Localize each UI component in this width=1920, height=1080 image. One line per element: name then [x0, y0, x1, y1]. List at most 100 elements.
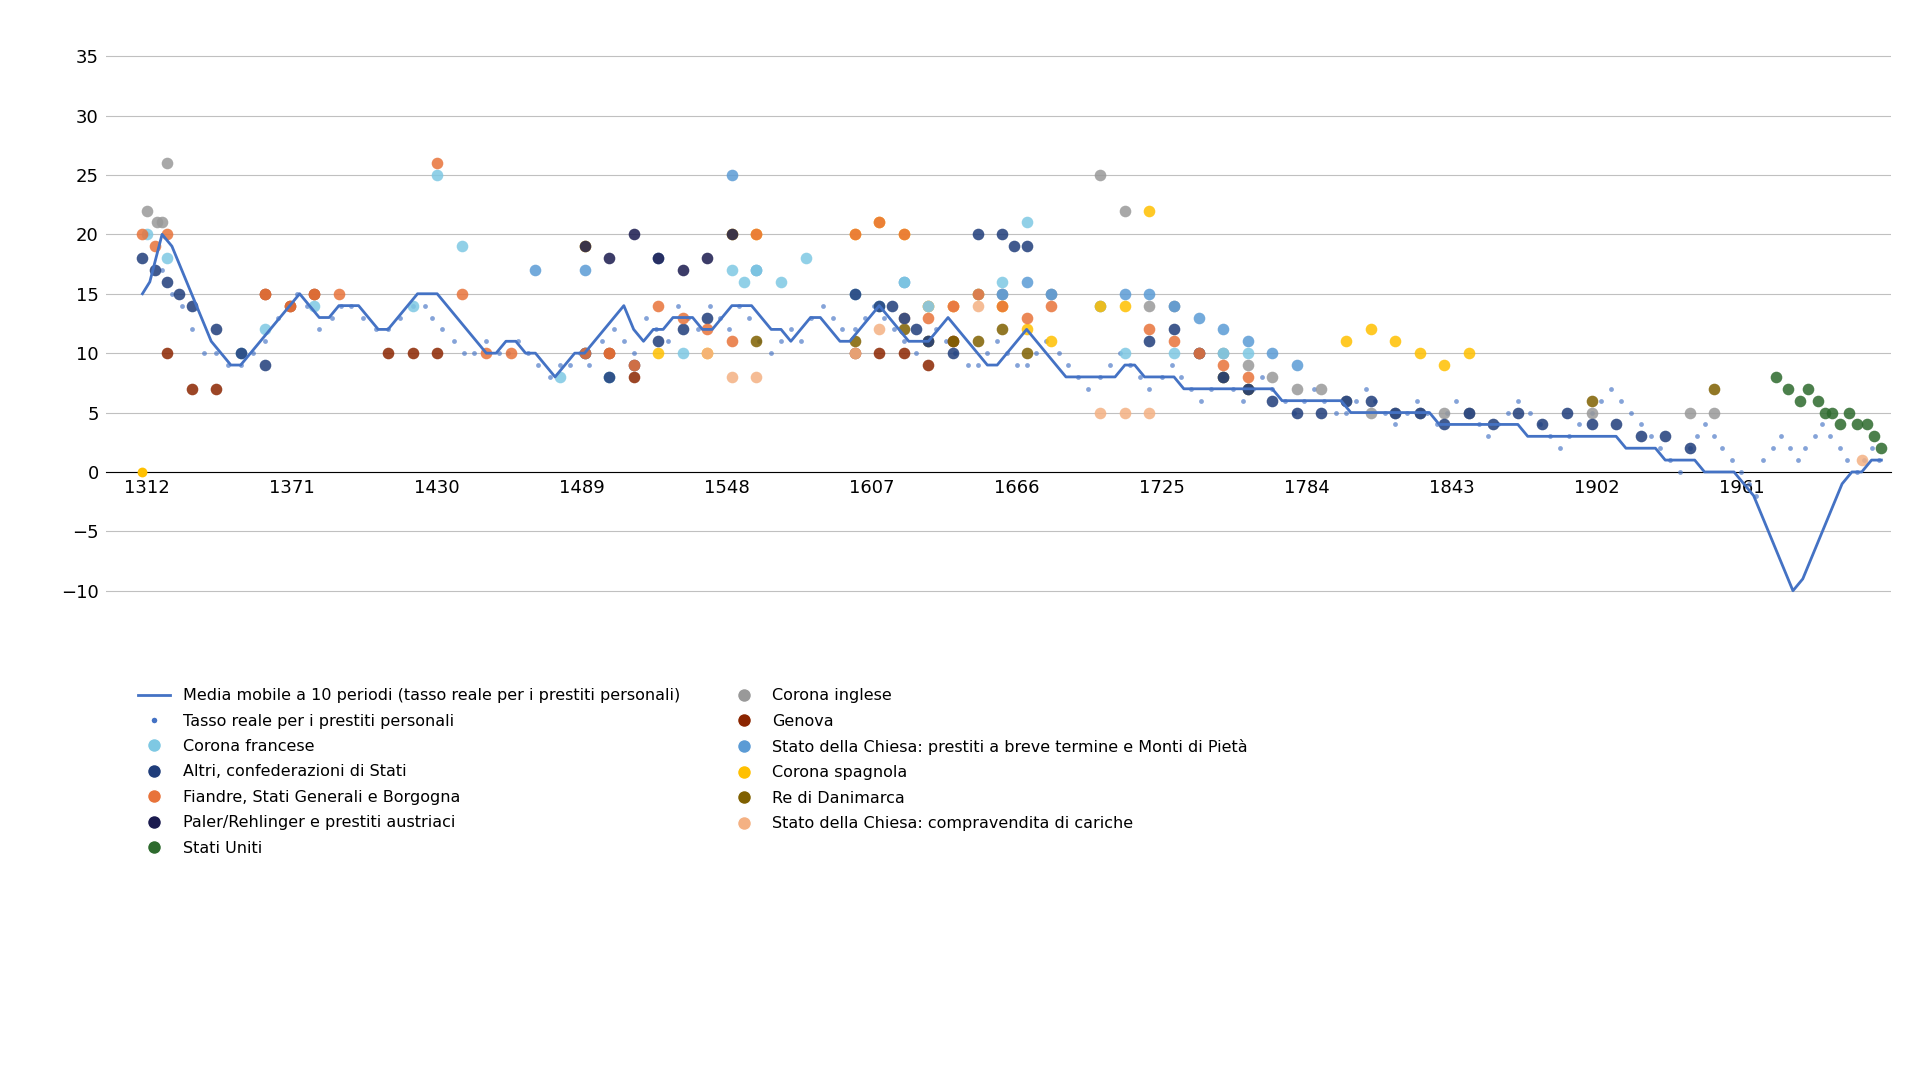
Point	[1690, 416, 1720, 433]
Point	[1665, 463, 1695, 481]
Point	[1227, 392, 1258, 409]
Point	[545, 368, 576, 386]
Point	[1064, 368, 1094, 386]
Point	[730, 273, 760, 291]
Point	[962, 333, 993, 350]
Point	[1135, 202, 1165, 219]
Point	[1183, 345, 1213, 362]
Point	[1012, 214, 1043, 231]
Point	[1799, 428, 1830, 445]
Point	[643, 249, 674, 267]
Point	[445, 285, 476, 302]
Point	[1356, 404, 1386, 421]
Point	[586, 333, 616, 350]
Point	[1526, 416, 1557, 433]
Point	[1110, 285, 1140, 302]
Point	[743, 333, 774, 350]
Point	[1037, 285, 1068, 302]
Point	[716, 226, 747, 243]
Point	[1110, 297, 1140, 314]
Point	[1356, 392, 1386, 409]
Point	[470, 333, 501, 350]
Point	[1012, 309, 1043, 326]
Point	[202, 345, 232, 362]
Point	[914, 333, 945, 350]
Point	[1031, 333, 1062, 350]
Point	[1515, 404, 1546, 421]
Point	[1814, 428, 1845, 445]
Point	[929, 333, 960, 350]
Point	[503, 333, 534, 350]
Point	[937, 297, 968, 314]
Point	[177, 321, 207, 338]
Point	[1453, 404, 1484, 421]
Point	[152, 345, 182, 362]
Point	[889, 321, 920, 338]
Point	[152, 154, 182, 172]
Point	[1824, 416, 1855, 433]
Point	[1356, 321, 1386, 338]
Point	[568, 345, 599, 362]
Point	[889, 226, 920, 243]
Point	[733, 309, 764, 326]
Point	[724, 297, 755, 314]
Point	[766, 273, 797, 291]
Point	[324, 285, 355, 302]
Legend: Media mobile a 10 periodi (tasso reale per i prestiti personali), Tasso reale pe: Media mobile a 10 periodi (tasso reale p…	[131, 681, 1254, 862]
Point	[1707, 440, 1738, 457]
Point	[962, 285, 993, 302]
Point	[1308, 392, 1338, 409]
Point	[440, 333, 470, 350]
Point	[1699, 380, 1730, 397]
Point	[900, 345, 931, 362]
Point	[1183, 345, 1213, 362]
Point	[1052, 356, 1083, 374]
Point	[1208, 345, 1238, 362]
Point	[493, 345, 524, 362]
Point	[152, 226, 182, 243]
Point	[962, 285, 993, 302]
Point	[1183, 309, 1213, 326]
Point	[1085, 368, 1116, 386]
Point	[1258, 368, 1288, 386]
Point	[417, 309, 447, 326]
Point	[889, 309, 920, 326]
Point	[643, 297, 674, 314]
Point	[372, 345, 403, 362]
Point	[1411, 404, 1442, 421]
Point	[520, 261, 551, 279]
Point	[132, 226, 163, 243]
Point	[808, 297, 839, 314]
Point	[1306, 380, 1336, 397]
Point	[1428, 416, 1459, 433]
Point	[1233, 333, 1263, 350]
Point	[422, 154, 453, 172]
Point	[987, 285, 1018, 302]
Point	[1453, 404, 1484, 421]
Point	[282, 285, 313, 302]
Point	[618, 356, 649, 374]
Point	[1674, 404, 1705, 421]
Point	[879, 321, 910, 338]
Point	[1258, 345, 1288, 362]
Point	[839, 285, 870, 302]
Point	[1478, 416, 1509, 433]
Point	[972, 345, 1002, 362]
Point	[1258, 392, 1288, 409]
Point	[1576, 404, 1607, 421]
Point	[705, 309, 735, 326]
Point	[1233, 368, 1263, 386]
Point	[1146, 368, 1177, 386]
Point	[1269, 392, 1300, 409]
Point	[593, 368, 624, 386]
Point	[952, 356, 983, 374]
Point	[1601, 416, 1632, 433]
Point	[839, 226, 870, 243]
Point	[1321, 404, 1352, 421]
Point	[1002, 356, 1033, 374]
Point	[568, 345, 599, 362]
Point	[839, 345, 870, 362]
Point	[1331, 392, 1361, 409]
Point	[593, 368, 624, 386]
Point	[864, 321, 895, 338]
